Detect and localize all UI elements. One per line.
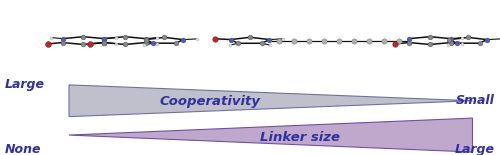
Polygon shape [69, 118, 472, 152]
Text: Small: Small [456, 94, 495, 107]
Text: Linker size: Linker size [260, 131, 340, 144]
Text: Large: Large [455, 143, 495, 155]
Text: Cooperativity: Cooperativity [160, 95, 260, 108]
Polygon shape [69, 85, 472, 117]
Text: None: None [5, 143, 42, 155]
Text: Large: Large [5, 78, 45, 91]
